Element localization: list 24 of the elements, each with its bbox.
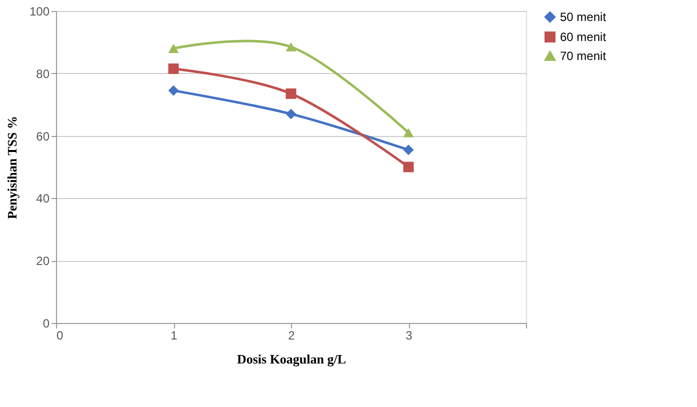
- point: [168, 85, 179, 96]
- point: [286, 88, 296, 99]
- point: [403, 144, 414, 156]
- x-tick-label: 1: [170, 328, 178, 342]
- point: [286, 108, 296, 120]
- x-tick-label: 3: [406, 328, 413, 342]
- y-tick-label: 0: [42, 316, 50, 330]
- y-tick-label: 60: [36, 129, 50, 144]
- x-tick-label: 0: [56, 328, 64, 342]
- point: [168, 44, 179, 53]
- legend-label: 70 menit: [560, 49, 607, 63]
- legend-label: 50 menit: [560, 10, 607, 24]
- y-tick-label: 100: [29, 4, 50, 18]
- point: [168, 63, 179, 74]
- x-tick-label: 2: [288, 328, 296, 342]
- x-axis-title: Dosis Koagulan g/L: [236, 352, 346, 366]
- y-tick-label: 40: [36, 192, 50, 206]
- point: [286, 42, 296, 52]
- point: [403, 162, 414, 172]
- y-tick-label: 20: [36, 254, 50, 268]
- legend-label: 60 menit: [560, 30, 607, 44]
- y-axis-title: Penyisihan TSS %: [4, 116, 20, 220]
- y-tick-label: 80: [36, 66, 50, 81]
- point: [403, 128, 414, 138]
